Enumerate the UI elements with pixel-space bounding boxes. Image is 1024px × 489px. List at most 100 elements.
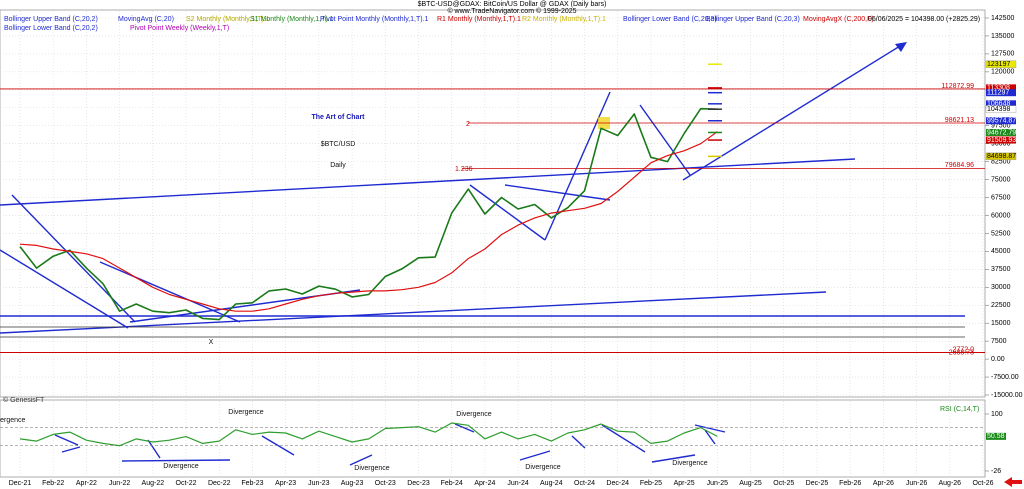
trendline [504,184,611,201]
interval-label: Daily [330,162,346,169]
x-tick-label: Apr-24 [474,480,495,487]
trendline [682,45,901,181]
y-tick-label: 45000 [991,248,1011,255]
price-pane [0,9,986,398]
big-title: The Art of Chart [311,114,365,121]
trendline [694,424,726,433]
level-box [986,128,1016,136]
legend-entry: Pivot Point Monthly (Monthly,1,T).1 [320,16,429,23]
header-copyright: © www.TradeNavigator.com © 1999-2025 [447,7,576,15]
trendline [639,104,691,176]
divergence-label: Divergence [0,417,26,424]
fib-label: 1.236 [455,166,473,173]
legend-entry: Bollinger Upper Band (C,20,2) [4,16,98,23]
fib-label: 2 [466,121,470,128]
trendline [651,454,696,463]
legend-entry: Bollinger Upper Band (C,20,3) [706,16,800,23]
legend-entry: R2 Monthly (Monthly,1,T).1 [522,16,606,23]
y-tick-label: 15000 [991,320,1011,327]
trendline [519,450,551,461]
y-tick-label: 90000 [991,141,1011,148]
x-tick-label: Feb-25 [640,480,662,487]
arrow-head [895,42,907,52]
trendline [601,424,646,453]
x-tick-label: Dec-25 [806,480,829,487]
divergence-label: Divergence [163,463,199,470]
y-tick-label: 100 [991,411,1003,418]
x-tick-label: Aug-24 [540,480,563,487]
level-label: 2772.0 [953,346,975,353]
trendline [0,291,827,334]
trendline [121,459,231,462]
level-box [986,117,1016,125]
x-mark: X [209,339,214,346]
x-tick-label: Dec-22 [208,480,231,487]
level-box [986,136,1016,144]
x-tick-label: Apr-23 [275,480,296,487]
x-tick-label: Jun-26 [906,480,928,487]
x-tick-label: Oct-24 [574,480,595,487]
y-tick-label: -26 [991,468,1001,475]
level-box-label: 113308 [987,85,1010,92]
divergence-label: Divergence [672,460,708,467]
y-tick-label: -7500.00 [991,374,1019,381]
credit: © GenesisFT [3,396,45,404]
trendline [469,184,546,241]
x-tick-label: Feb-23 [241,480,263,487]
level-box-label: 99574.87 [987,118,1016,125]
current-value-box [986,432,1006,440]
divergence-label: Divergence [456,411,492,418]
x-tick-label: Aug-22 [142,480,165,487]
trendlines [0,42,965,338]
legend-entry: MovingAvg (C,20) [118,16,174,23]
trendline [0,158,856,206]
x-tick-label: Oct-25 [773,480,794,487]
level-box-label: 111297 [987,90,1009,97]
x-tick-label: Feb-26 [839,480,861,487]
level-box-label: 123197 [987,61,1010,68]
level-label: 98621.13 [945,117,974,124]
y-tick-label: 135000 [991,33,1014,40]
y-tick-label: -15000.00 [991,392,1023,399]
x-tick-label: Oct-26 [972,480,993,487]
legend-entry: Bollinger Lower Band (C,20,2) [4,25,98,32]
x-tick-label: Jun-24 [507,480,529,487]
level-box-label: 91509.93 [987,137,1016,144]
scroll-arrow[interactable] [1004,477,1022,487]
level-box [986,100,1016,108]
x-tick-label: Apr-22 [76,480,97,487]
y-tick-label: 0.00 [991,356,1005,363]
y-tick-label: 30000 [991,284,1011,291]
x-tick-label: Dec-21 [9,480,32,487]
y-tick-label: 127500 [991,51,1014,58]
level-box-label: 106648 [987,101,1010,108]
legend-entry: Bollinger Lower Band (C,20,3) [623,16,717,23]
legend-entry: R1 Monthly (Monthly,1,T).1 [437,16,521,23]
x-tick-label: Apr-25 [674,480,695,487]
y-tick-label: 67500 [991,194,1011,201]
trendline [54,434,79,446]
level-box [985,152,1017,161]
y-tick-label: 142500 [991,15,1014,22]
series-line [19,422,718,447]
trendline [454,423,475,433]
x-tick-label: Jun-25 [707,480,729,487]
symbol-label: $BTC/USD [321,141,356,148]
level-box [986,84,1016,92]
y-tick-label: 7500 [991,338,1007,345]
series-line [19,131,718,312]
y-tick-label: 37500 [991,266,1011,273]
level-box [986,89,1016,97]
level-box-label: 104398 [987,106,1010,113]
current-value-label: 50.58 [987,433,1005,440]
trendline [349,454,373,466]
y-tick-label: 60000 [991,212,1011,219]
y-tick-label: 22500 [991,302,1011,309]
x-tick-label: Oct-23 [375,480,396,487]
trendline [704,429,716,445]
legend-entry: MovingAvgX (C,200,F) [803,16,874,23]
header-title: $BTC-USD@GDAX: BitCoin/US Dollar @ GDAX … [418,1,607,8]
y-tick-label: 97500 [991,123,1011,130]
